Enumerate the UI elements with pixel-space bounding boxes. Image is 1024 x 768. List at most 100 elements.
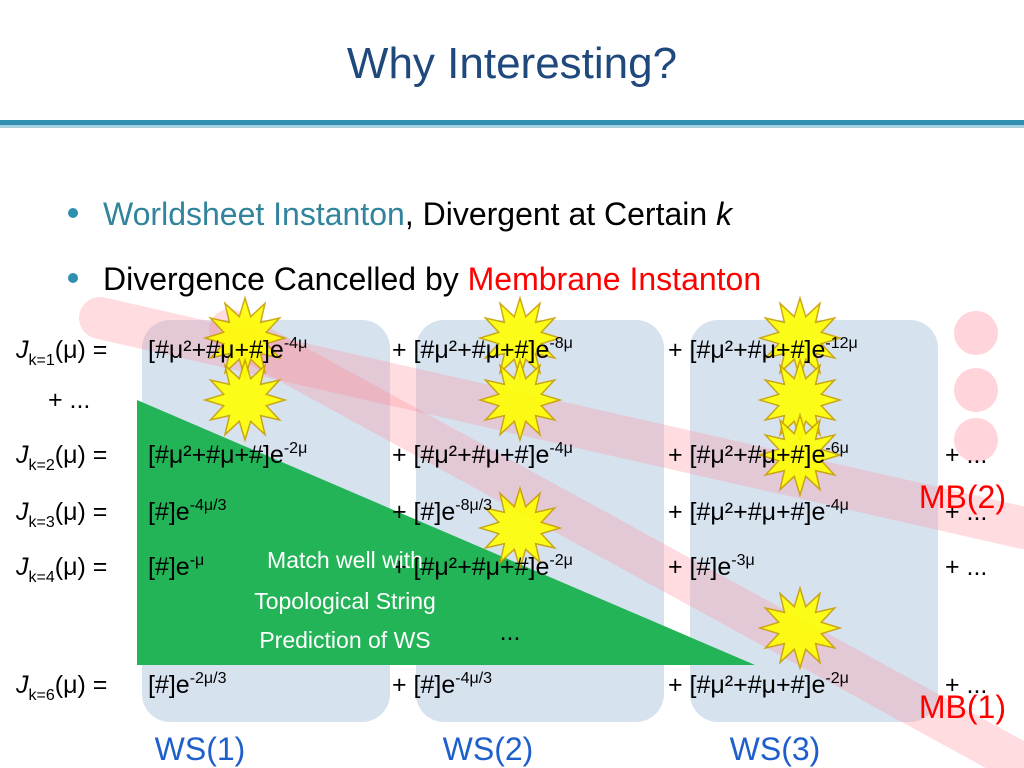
star <box>757 585 843 671</box>
mb-dot <box>954 311 998 355</box>
equation-term: + [#μ²+#μ+#]e-6μ <box>668 440 849 469</box>
equation-term: + [#]e-3μ <box>668 552 755 581</box>
exponent: -3μ <box>731 552 754 569</box>
symbol: J <box>15 671 29 699</box>
term-base: + [#μ²+#μ+#]e <box>392 441 549 469</box>
title-rule-shadow <box>0 125 1024 128</box>
exponent: -8μ/3 <box>455 497 492 514</box>
equation-tail: + ... <box>945 498 987 526</box>
ws-column <box>690 320 938 722</box>
term-base: + [#]e <box>392 498 455 526</box>
term-base: + [#μ²+#μ+#]e <box>392 553 549 581</box>
equation-term: + [#μ²+#μ+#]e-2μ <box>668 670 849 699</box>
exponent: -μ <box>190 552 205 569</box>
argument: (μ) = <box>55 498 108 526</box>
subscript: k=4 <box>29 569 55 586</box>
term-base: + [#]e <box>668 553 731 581</box>
star <box>757 412 843 498</box>
bullet-text: , Divergent at Certain <box>405 196 716 232</box>
mb-dot <box>954 418 998 462</box>
exponent: -4μ/3 <box>455 670 492 687</box>
star <box>202 357 288 443</box>
bullet: Worldsheet Instanton, Divergent at Certa… <box>103 196 734 232</box>
equation-term: [#μ²+#μ+#]e-2μ <box>148 440 307 469</box>
callout-triangle <box>137 400 755 665</box>
term-base: + [#μ²+#μ+#]e <box>668 498 825 526</box>
argument: (μ) = <box>55 553 108 581</box>
term-base: [#μ²+#μ+#]e <box>148 336 284 364</box>
equation-lhs: Jk=6(μ) = <box>15 671 107 704</box>
term-base: + [#μ²+#μ+#]e <box>668 441 825 469</box>
column-label: WS(3) <box>730 731 821 767</box>
bullet-var: k <box>716 196 734 232</box>
bullet-dot <box>68 208 78 218</box>
star <box>477 485 563 571</box>
subscript: k=3 <box>29 514 55 531</box>
exponent: -8μ <box>549 335 572 352</box>
star <box>757 357 843 443</box>
subscript: k=1 <box>29 352 55 369</box>
exponent: -4μ/3 <box>190 497 227 514</box>
exponent: -12μ <box>825 335 857 352</box>
symbol: J <box>15 441 29 469</box>
equation-continuation: + ... <box>48 386 90 414</box>
equation-term: [#]e-μ <box>148 552 204 581</box>
star <box>477 357 563 443</box>
equation-term: [#μ²+#μ+#]e-4μ <box>148 335 307 364</box>
column-label: WS(2) <box>443 731 534 767</box>
term-base: + [#μ²+#μ+#]e <box>668 671 825 699</box>
equation-term: + [#μ²+#μ+#]e-12μ <box>668 335 858 364</box>
subscript: k=2 <box>29 457 55 474</box>
term-base: [#μ²+#μ+#]e <box>148 441 284 469</box>
bullet-text: Divergence Cancelled by <box>103 261 468 297</box>
equation-lhs: Jk=3(μ) = <box>15 498 107 531</box>
equation-lhs: Jk=2(μ) = <box>15 441 107 474</box>
equation-tail: + ... <box>945 671 987 699</box>
equation-term: [#]e-2μ/3 <box>148 670 227 699</box>
bullet-highlight: Worldsheet Instanton <box>103 196 405 232</box>
callout-line: Match well with <box>267 547 423 573</box>
symbol: J <box>15 553 29 581</box>
symbol: J <box>15 498 29 526</box>
star <box>202 295 288 381</box>
argument: (μ) = <box>55 441 108 469</box>
bullet: Divergence Cancelled by Membrane Instant… <box>103 261 761 297</box>
equation-term: + [#]e-4μ/3 <box>392 670 492 699</box>
equation-term: + [#μ²+#μ+#]e-2μ <box>392 552 573 581</box>
subscript: k=6 <box>29 687 55 704</box>
term-base: + [#μ²+#μ+#]e <box>392 336 549 364</box>
term-base: + [#μ²+#μ+#]e <box>668 336 825 364</box>
exponent: -6μ <box>825 440 848 457</box>
equation-term: + [#]e-8μ/3 <box>392 497 492 526</box>
exponent: -2μ <box>825 670 848 687</box>
mb-dot <box>954 368 998 412</box>
exponent: -4μ <box>549 440 572 457</box>
band-label: MB(2) <box>919 479 1006 515</box>
stars <box>202 295 843 671</box>
mb-band <box>209 309 1024 768</box>
argument: (μ) = <box>55 671 108 699</box>
exponent: -2μ <box>549 552 572 569</box>
exponent: -2μ/3 <box>190 670 227 687</box>
star <box>757 295 843 381</box>
title-rule <box>0 120 1024 125</box>
equation-lhs: Jk=1(μ) = <box>15 336 107 369</box>
equation-term: + [#μ²+#μ+#]e-8μ <box>392 335 573 364</box>
bullet-dot <box>68 273 78 283</box>
equation-term: + [#μ²+#μ+#]e-4μ <box>392 440 573 469</box>
callout-line: Topological String <box>254 588 436 614</box>
equation-tail: + ... <box>945 441 987 469</box>
equation-term: [#]e-4μ/3 <box>148 497 227 526</box>
slide-title: Why Interesting? <box>347 39 677 88</box>
equation-lhs: Jk=4(μ) = <box>15 553 107 586</box>
symbol: J <box>15 336 29 364</box>
argument: (μ) = <box>55 336 108 364</box>
ellipsis: ... <box>500 618 521 646</box>
equation-term: + [#μ²+#μ+#]e-4μ <box>668 497 849 526</box>
exponent: -2μ <box>284 440 307 457</box>
term-base: [#]e <box>148 498 190 526</box>
star <box>477 295 563 381</box>
exponent: -4μ <box>284 335 307 352</box>
equations: Jk=1(μ) = [#μ²+#μ+#]e-4μ + [#μ²+#μ+#]e-8μ… <box>15 335 987 704</box>
